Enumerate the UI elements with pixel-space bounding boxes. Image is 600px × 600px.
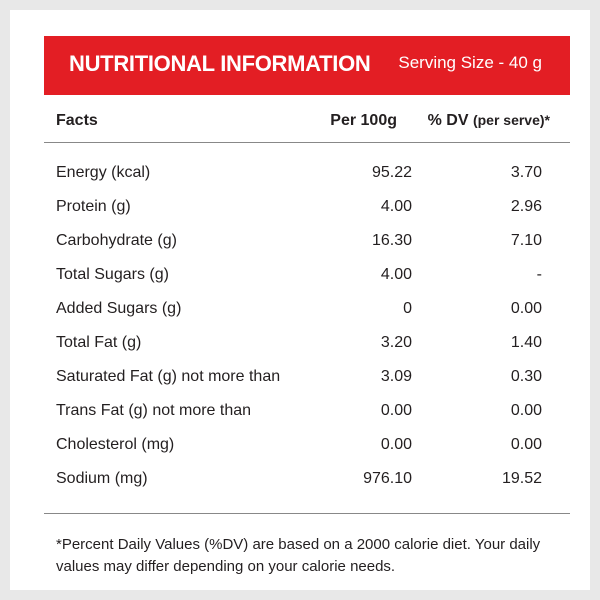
table-row: Energy (kcal) 95.22 3.70 xyxy=(10,162,590,196)
value-dv: 2.96 xyxy=(510,198,542,215)
value-per-100g: 3.20 xyxy=(380,334,412,351)
serving-size: Serving Size - 40 g xyxy=(398,53,542,72)
dv-label: % DV xyxy=(427,112,469,129)
value-dv: 0.00 xyxy=(510,402,542,419)
value-per-100g: 0 xyxy=(403,300,412,317)
value-dv: 0.00 xyxy=(510,300,542,317)
table-row: Sodium (mg) 976.10 19.52 xyxy=(10,468,590,502)
value-per-100g: 16.30 xyxy=(371,232,412,249)
nutrient-name: Total Sugars (g) xyxy=(56,266,169,283)
nutrient-name: Carbohydrate (g) xyxy=(56,232,177,249)
column-header-facts: Facts xyxy=(56,112,98,129)
value-dv: 0.30 xyxy=(510,368,542,385)
value-per-100g: 95.22 xyxy=(371,164,412,181)
table-row: Carbohydrate (g) 16.30 7.10 xyxy=(10,230,590,264)
value-dv: 19.52 xyxy=(501,470,542,487)
value-per-100g: 0.00 xyxy=(380,402,412,419)
value-dv: - xyxy=(536,266,542,283)
table-row: Added Sugars (g) 0 0.00 xyxy=(10,298,590,332)
column-header-dv: % DV (per serve)* xyxy=(428,112,550,130)
dv-note: (per serve)* xyxy=(472,112,550,128)
nutrient-name: Protein (g) xyxy=(56,198,131,215)
table-row: Protein (g) 4.00 2.96 xyxy=(10,196,590,230)
value-per-100g: 976.10 xyxy=(363,470,412,487)
value-dv: 7.10 xyxy=(510,232,542,249)
header-divider xyxy=(44,142,570,143)
footer-divider xyxy=(44,513,570,514)
nutrient-name: Energy (kcal) xyxy=(56,164,151,181)
table-row: Total Fat (g) 3.20 1.40 xyxy=(10,332,590,366)
nutrient-name: Saturated Fat (g) not more than xyxy=(56,368,281,385)
panel-title: NUTRITIONAL INFORMATION xyxy=(69,51,371,76)
table-row: Cholesterol (mg) 0.00 0.00 xyxy=(10,434,590,468)
header-banner: NUTRITIONAL INFORMATION Serving Size - 4… xyxy=(44,36,570,95)
table-row: Saturated Fat (g) not more than 3.09 0.3… xyxy=(10,366,590,400)
nutrient-name: Added Sugars (g) xyxy=(56,300,182,317)
table-row: Trans Fat (g) not more than 0.00 0.00 xyxy=(10,400,590,434)
column-header-per-100g: Per 100g xyxy=(330,112,397,129)
nutrient-name: Cholesterol (mg) xyxy=(56,436,175,453)
table-row: Total Sugars (g) 4.00 - xyxy=(10,264,590,298)
value-per-100g: 4.00 xyxy=(380,198,412,215)
value-per-100g: 3.09 xyxy=(380,368,412,385)
nutrient-name: Total Fat (g) xyxy=(56,334,142,351)
nutrition-card: NUTRITIONAL INFORMATION Serving Size - 4… xyxy=(10,10,590,590)
value-dv: 1.40 xyxy=(510,334,542,351)
nutrient-name: Sodium (mg) xyxy=(56,470,148,487)
value-dv: 3.70 xyxy=(510,164,542,181)
nutrition-rows: Energy (kcal) 95.22 3.70 Protein (g) 4.0… xyxy=(10,162,590,502)
value-per-100g: 0.00 xyxy=(380,436,412,453)
value-dv: 0.00 xyxy=(510,436,542,453)
footnote: *Percent Daily Values (%DV) are based on… xyxy=(56,536,541,575)
value-per-100g: 4.00 xyxy=(380,266,412,283)
nutrient-name: Trans Fat (g) not more than xyxy=(56,402,252,419)
